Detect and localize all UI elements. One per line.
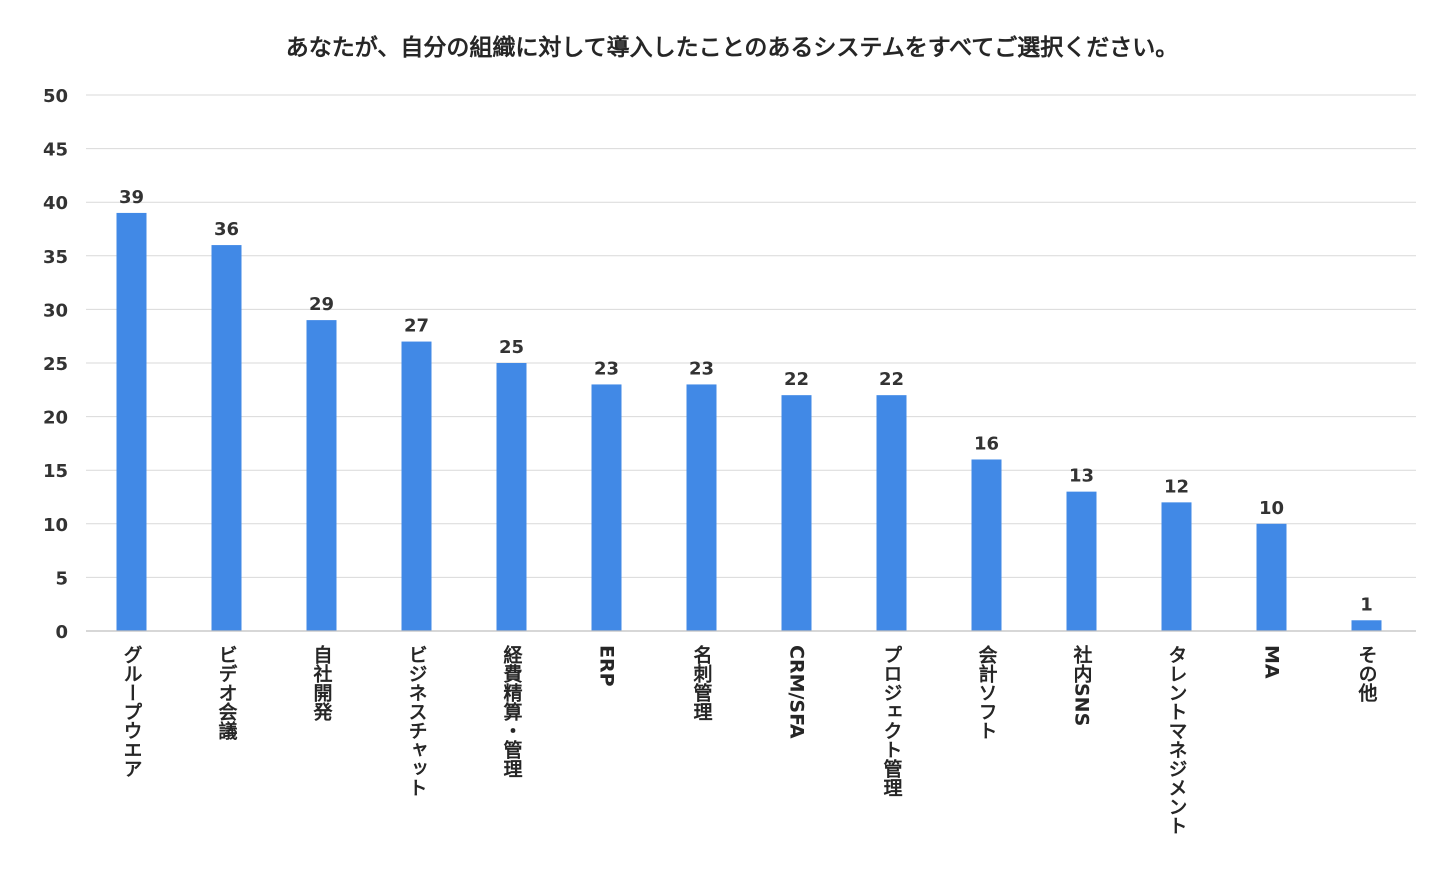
x-category-label: CRM/SFA bbox=[786, 645, 808, 739]
x-category-label: ビジネスチャット bbox=[406, 645, 428, 797]
data-label: 27 bbox=[404, 316, 429, 337]
y-tick-label: 15 bbox=[43, 461, 68, 482]
x-category-label: 名刺管理 bbox=[691, 644, 713, 721]
bar bbox=[1161, 502, 1192, 631]
x-category-label: MA bbox=[1261, 645, 1283, 679]
y-tick-label: 0 bbox=[55, 622, 68, 643]
x-category-label: 経費精算・管理 bbox=[501, 644, 523, 778]
bar bbox=[876, 395, 907, 631]
x-category-label: ERP bbox=[596, 645, 618, 687]
bar bbox=[971, 459, 1002, 631]
data-label: 16 bbox=[974, 433, 999, 454]
x-category-label: 社内SNS bbox=[1071, 644, 1094, 727]
bar bbox=[116, 212, 147, 632]
data-label: 25 bbox=[499, 337, 524, 358]
data-label: 1 bbox=[1360, 594, 1373, 615]
data-labels: 39 36 29 27 25 23 23 22 22 16 13 12 10 1 bbox=[119, 187, 1373, 615]
x-category-label: 会計ソフト bbox=[976, 644, 998, 740]
bar bbox=[591, 384, 622, 631]
chart-title: あなたが、自分の組織に対して導入したことのあるシステムをすべてご選択ください。 bbox=[286, 34, 1178, 61]
x-category-label: グループウエア bbox=[121, 645, 143, 778]
y-tick-label: 5 bbox=[55, 568, 68, 589]
data-label: 12 bbox=[1164, 476, 1189, 497]
bar bbox=[1351, 620, 1382, 631]
x-axis-categories: グループウエア ビデオ会議 自社開発 ビジネスチャット 経費精算・管理 ERP 名刺管理 CR… bbox=[121, 644, 1379, 835]
data-label: 23 bbox=[689, 358, 714, 379]
bar bbox=[496, 363, 527, 631]
data-label: 13 bbox=[1069, 466, 1094, 487]
x-category-label: その他 bbox=[1356, 645, 1379, 702]
data-label: 29 bbox=[309, 294, 334, 315]
gridlines bbox=[86, 94, 1416, 578]
bar bbox=[1256, 523, 1287, 631]
data-label: 22 bbox=[784, 369, 809, 390]
data-label: 39 bbox=[119, 187, 144, 208]
y-tick-label: 20 bbox=[43, 408, 68, 429]
y-tick-label: 25 bbox=[43, 354, 68, 375]
x-category-label: プロジェクト管理 bbox=[881, 645, 903, 797]
x-category-label: 自社開発 bbox=[311, 644, 334, 722]
data-label: 10 bbox=[1259, 498, 1284, 519]
bar bbox=[211, 245, 242, 631]
x-category-label: ビデオ会議 bbox=[216, 645, 238, 741]
bar bbox=[1066, 491, 1097, 631]
y-axis-ticks: 0 5 10 15 20 25 30 35 40 45 50 bbox=[43, 86, 68, 643]
bar bbox=[401, 341, 432, 631]
y-tick-label: 30 bbox=[43, 300, 68, 321]
data-label: 23 bbox=[594, 358, 619, 379]
bars bbox=[116, 212, 1382, 632]
y-tick-label: 10 bbox=[43, 515, 68, 536]
x-category-label: タレントマネジメント bbox=[1166, 645, 1188, 835]
bar bbox=[781, 395, 812, 631]
data-label: 22 bbox=[879, 369, 904, 390]
y-tick-label: 40 bbox=[43, 193, 68, 214]
data-label: 36 bbox=[214, 219, 239, 240]
y-tick-label: 50 bbox=[43, 86, 68, 107]
y-tick-label: 45 bbox=[43, 140, 68, 161]
bar bbox=[686, 384, 717, 631]
y-tick-label: 35 bbox=[43, 247, 68, 268]
bar bbox=[306, 320, 337, 631]
